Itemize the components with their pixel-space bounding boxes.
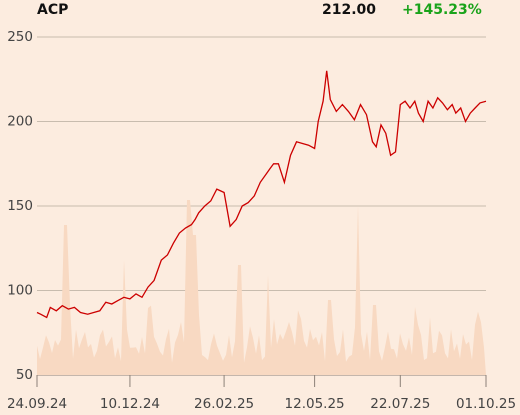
y-tick-label: 50 — [16, 367, 33, 383]
x-tick-label: 22.07.25 — [370, 396, 430, 412]
y-tick-label: 250 — [7, 29, 33, 45]
x-axis: 24.09.24 10.12.24 26.02.25 12.05.25 22.07.25… — [7, 375, 516, 412]
y-tick-label: 150 — [7, 198, 33, 214]
x-tick-label: 26.02.25 — [194, 396, 254, 412]
x-tick-label: 10.12.24 — [100, 396, 160, 412]
x-tick-label: 12.05.25 — [285, 396, 345, 412]
percent-change: +145.23% — [402, 2, 482, 18]
price-line — [36, 70, 487, 319]
volume-area — [37, 200, 486, 375]
x-tick-label: 01.10.25 — [456, 396, 516, 412]
grid-lines — [37, 36, 486, 376]
ticker-symbol: ACP — [37, 2, 69, 18]
y-tick-label: 200 — [7, 114, 33, 130]
last-price: 212.00 — [322, 2, 377, 18]
y-axis: 50 100 150 200 250 — [7, 29, 33, 383]
x-tick-label: 24.09.24 — [7, 396, 67, 412]
y-tick-label: 100 — [7, 283, 33, 299]
